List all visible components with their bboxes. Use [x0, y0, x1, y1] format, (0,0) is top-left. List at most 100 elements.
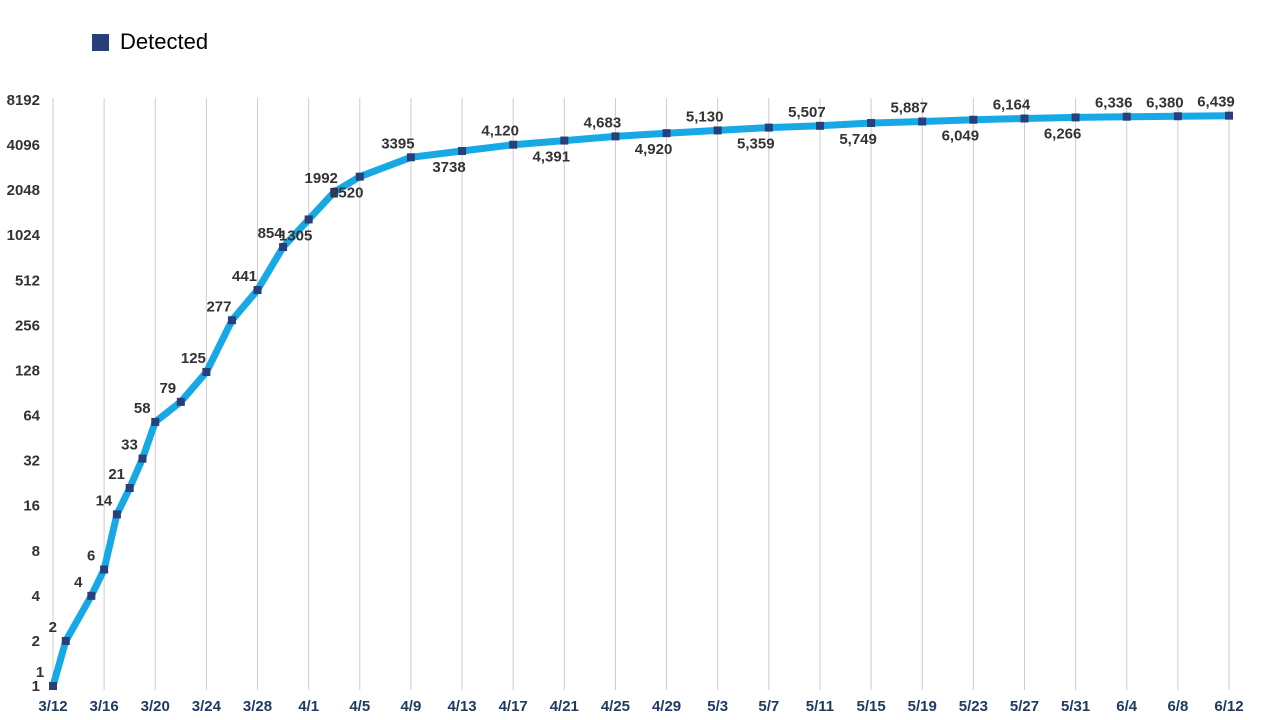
x-tick-label: 6/4 [1116, 698, 1138, 715]
data-label: 2520 [330, 185, 363, 202]
x-tick-label: 4/21 [550, 698, 579, 715]
data-label: 1305 [279, 227, 312, 244]
data-label: 79 [159, 380, 176, 397]
y-tick-label: 2 [32, 633, 40, 650]
data-point-marker [87, 591, 96, 600]
data-label: 6,380 [1146, 94, 1184, 111]
legend-swatch [92, 33, 109, 51]
data-label: 441 [232, 268, 257, 285]
data-label: 6,439 [1197, 94, 1235, 111]
x-tick-label: 6/12 [1214, 698, 1243, 715]
data-point-marker [1020, 114, 1029, 123]
data-point-marker [253, 286, 262, 295]
y-tick-label: 8 [32, 543, 40, 560]
y-tick-label: 16 [23, 498, 40, 515]
data-label: 854 [258, 225, 284, 242]
x-axis-ticks: 3/12 3/16 3/20 3/24 3/28 4/1 4/5 4/9 4/13 4/17 4/2… [38, 698, 1243, 715]
x-tick-label: 3/20 [141, 698, 170, 715]
chart-legend: Detected [92, 29, 208, 55]
data-label: 2 [49, 619, 57, 636]
x-tick-label: 4/1 [298, 698, 319, 715]
data-label: 5,507 [788, 104, 826, 121]
data-point-marker [279, 243, 288, 252]
data-label: 1992 [305, 170, 338, 187]
data-label: 4,120 [481, 123, 519, 140]
data-label: 21 [108, 466, 125, 483]
data-label: 14 [96, 492, 113, 509]
data-point-marker [355, 172, 364, 181]
data-label: 5,887 [890, 99, 928, 116]
data-label: 4,683 [584, 114, 622, 131]
data-label: 5,130 [686, 108, 724, 125]
data-point-marker [918, 117, 927, 126]
data-point-marker [611, 132, 620, 141]
data-point-marker [815, 121, 824, 130]
data-point-marker [125, 484, 134, 493]
data-point-marker [713, 126, 722, 135]
y-tick-label: 1024 [7, 227, 41, 244]
data-label: 33 [121, 437, 138, 454]
data-point-marker [458, 147, 467, 156]
data-point-marker [764, 123, 773, 132]
x-tick-label: 3/12 [38, 698, 67, 715]
x-tick-label: 3/28 [243, 698, 272, 715]
data-point-marker [100, 565, 109, 574]
data-point-marker [1225, 111, 1233, 120]
data-point-marker [1071, 113, 1080, 122]
data-point-marker [560, 136, 569, 145]
series-detected [49, 111, 1233, 690]
data-label: 1 [36, 664, 44, 681]
data-point-marker [509, 140, 518, 149]
data-label: 3738 [432, 159, 465, 176]
data-point-marker [176, 397, 185, 406]
data-label: 6,049 [942, 128, 980, 145]
data-point-marker [202, 368, 211, 377]
data-point-marker [867, 119, 876, 128]
x-tick-label: 5/23 [959, 698, 988, 715]
y-tick-label: 512 [15, 272, 40, 289]
data-point-marker [969, 115, 978, 124]
y-tick-label: 256 [15, 317, 40, 334]
series-line [49, 112, 1233, 690]
x-tick-label: 3/16 [90, 698, 119, 715]
x-tick-label: 4/25 [601, 698, 630, 715]
data-label: 4,920 [635, 141, 673, 158]
data-point-marker [304, 215, 313, 224]
y-tick-label: 128 [15, 362, 40, 379]
x-tick-label: 5/19 [908, 698, 937, 715]
x-tick-label: 5/7 [758, 698, 779, 715]
y-tick-label: 4 [32, 588, 41, 605]
data-label: 58 [134, 400, 151, 417]
data-label: 4,391 [533, 149, 571, 166]
y-axis-ticks: 1 2 4 8 16 32 64 128 256 512 1024 2048 4096 8192 [7, 92, 41, 695]
y-tick-label: 64 [23, 408, 40, 425]
data-label: 6,336 [1095, 95, 1133, 112]
x-tick-label: 3/24 [192, 698, 222, 715]
data-label: 5,749 [839, 131, 877, 148]
data-label: 5,359 [737, 136, 775, 153]
y-tick-label: 1 [32, 678, 40, 695]
data-point-marker [330, 187, 339, 196]
data-point-marker [406, 153, 415, 162]
data-point-marker [138, 454, 147, 463]
data-point-marker [112, 510, 121, 519]
x-tick-label: 5/31 [1061, 698, 1090, 715]
x-tick-label: 4/9 [400, 698, 421, 715]
y-tick-label: 4096 [7, 137, 40, 154]
data-label: 6 [87, 547, 95, 564]
data-label: 6,266 [1044, 125, 1082, 142]
y-tick-label: 32 [23, 453, 40, 470]
x-tick-label: 5/11 [806, 698, 834, 715]
x-tick-label: 5/15 [856, 698, 885, 715]
x-tick-label: 6/8 [1167, 698, 1188, 715]
y-tick-label: 2048 [7, 182, 40, 199]
y-tick-label: 8192 [7, 92, 40, 109]
data-point-marker [662, 129, 671, 138]
x-tick-label: 4/29 [652, 698, 681, 715]
data-point-marker [1122, 112, 1131, 121]
x-tick-label: 4/17 [499, 698, 528, 715]
data-label: 6,164 [993, 96, 1031, 113]
data-point-marker [61, 636, 70, 645]
